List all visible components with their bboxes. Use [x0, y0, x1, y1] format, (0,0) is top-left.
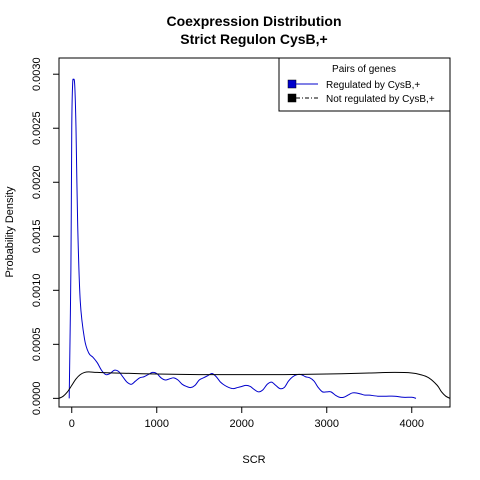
legend-title: Pairs of genes	[332, 64, 396, 75]
x-tick-label: 4000	[400, 418, 424, 430]
y-tick-label: 0.0000	[31, 382, 43, 416]
legend-swatch-regulated	[287, 79, 297, 89]
y-tick-label: 0.0020	[31, 165, 43, 199]
chart-title: Coexpression Distribution	[166, 13, 341, 29]
x-tick-label: 0	[69, 418, 75, 430]
series-line-not-regulated	[58, 371, 451, 399]
x-tick-label: 1000	[145, 418, 169, 430]
chart-subtitle: Strict Regulon CysB,+	[180, 31, 327, 47]
series-line-regulated	[68, 78, 417, 399]
y-tick-label: 0.0015	[31, 219, 43, 253]
x-tick-label: 2000	[230, 418, 254, 430]
series-layer	[58, 78, 451, 399]
y-tick-label: 0.0025	[31, 111, 43, 145]
legend: Pairs of genes Regulated by CysB,+ Not r…	[278, 57, 451, 112]
x-tick-label: 3000	[315, 418, 339, 430]
y-tick-label: 0.0005	[31, 328, 43, 362]
y-axis-label: Probability Density	[4, 186, 16, 278]
legend-entry-regulated: Regulated by CysB,+	[326, 80, 420, 91]
legend-entry-not-regulated: Not regulated by CysB,+	[326, 94, 435, 105]
plot-area	[58, 57, 451, 408]
y-tick-label: 0.0030	[31, 57, 43, 91]
legend-swatch-not-regulated	[287, 93, 297, 103]
y-tick-label: 0.0010	[31, 273, 43, 307]
x-axis: 0 1000 2000 3000 4000	[69, 407, 424, 430]
x-axis-label: SCR	[242, 454, 265, 466]
y-axis: 0.0000 0.0005 0.0010 0.0015 0.0020 0.0025 0.00…	[31, 57, 59, 415]
